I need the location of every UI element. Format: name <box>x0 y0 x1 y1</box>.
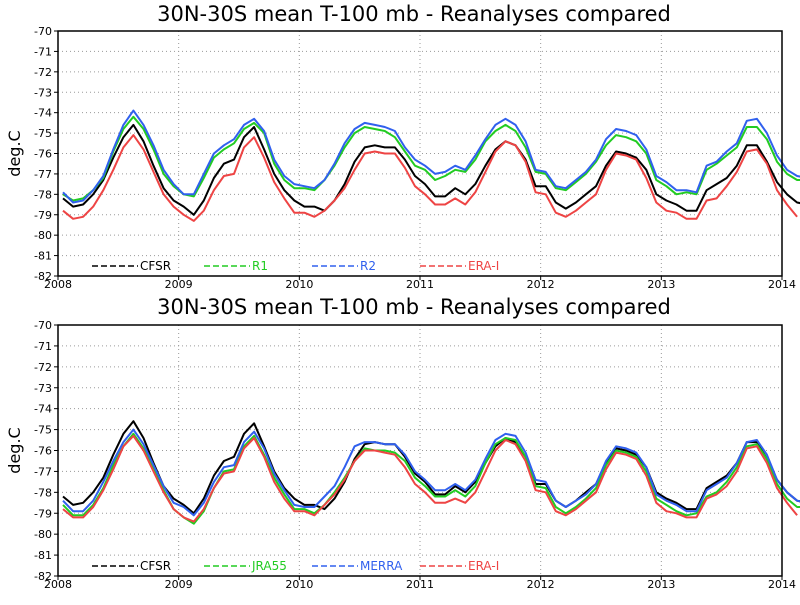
y-tick-label: -75 <box>34 424 52 437</box>
x-tick-label: 2009 <box>165 278 193 291</box>
y-tick-label: -80 <box>34 229 52 242</box>
chart-title: 30N-30S mean T-100 mb - Reanalyses compa… <box>157 295 671 319</box>
y-tick-label: -71 <box>34 340 52 353</box>
y-tick-label: -76 <box>34 148 52 161</box>
legend-label: R2 <box>360 259 376 273</box>
x-tick-label: 2008 <box>44 578 72 591</box>
y-tick-label: -82 <box>34 270 52 283</box>
x-tick-label: 2013 <box>647 578 675 591</box>
y-tick-label: -79 <box>34 507 52 520</box>
plot-frame <box>57 324 783 577</box>
series-line-cfsr <box>62 123 800 216</box>
chart-panel-1: 30N-30S mean T-100 mb - Reanalyses compa… <box>5 2 800 291</box>
legend-label: ERA-I <box>468 559 499 573</box>
plot-frame <box>57 30 783 277</box>
series-line-era-i <box>62 134 798 222</box>
x-tick-label: 2013 <box>647 278 675 291</box>
y-tick-label: -81 <box>34 250 52 263</box>
y-tick-label: -71 <box>34 45 52 58</box>
series-line-r2 <box>62 109 800 204</box>
x-tick-label: 2014 <box>768 278 796 291</box>
y-tick-label: -72 <box>34 66 52 79</box>
y-tick-label: -76 <box>34 445 52 458</box>
y-tick-label: -82 <box>34 570 52 583</box>
legend-label: CFSR <box>140 559 171 573</box>
y-tick-label: -73 <box>34 86 52 99</box>
y-tick-label: -77 <box>34 465 52 478</box>
y-axis-label: deg.C <box>5 130 24 176</box>
x-tick-label: 2014 <box>768 578 796 591</box>
chart-panel-2: 30N-30S mean T-100 mb - Reanalyses compa… <box>5 295 800 591</box>
y-tick-label: -77 <box>34 168 52 181</box>
y-tick-label: -75 <box>34 127 52 140</box>
y-tick-label: -79 <box>34 209 52 222</box>
y-tick-label: -70 <box>34 319 52 332</box>
legend-label: JRA55 <box>251 559 287 573</box>
y-axis-label: deg.C <box>5 427 24 473</box>
x-tick-label: 2008 <box>44 278 72 291</box>
y-tick-label: -70 <box>34 25 52 38</box>
y-tick-label: -81 <box>34 549 52 562</box>
chart-title: 30N-30S mean T-100 mb - Reanalyses compa… <box>157 2 671 26</box>
y-tick-label: -74 <box>34 403 52 416</box>
x-tick-label: 2010 <box>285 578 313 591</box>
y-tick-label: -80 <box>34 528 52 541</box>
x-tick-label: 2009 <box>165 578 193 591</box>
x-tick-label: 2011 <box>406 278 434 291</box>
legend-label: ERA-I <box>468 259 499 273</box>
series-line-era-i <box>62 434 798 523</box>
series-line-r1 <box>62 115 800 202</box>
series-line-cfsr <box>62 420 800 515</box>
y-tick-label: -74 <box>34 107 52 120</box>
legend-label: CFSR <box>140 259 171 273</box>
y-tick-label: -72 <box>34 361 52 374</box>
y-tick-label: -78 <box>34 188 52 201</box>
y-tick-label: -78 <box>34 486 52 499</box>
series-line-merra <box>62 428 800 517</box>
x-tick-label: 2011 <box>406 578 434 591</box>
x-tick-label: 2012 <box>527 578 555 591</box>
x-tick-label: 2010 <box>285 278 313 291</box>
y-tick-label: -73 <box>34 382 52 395</box>
x-tick-label: 2012 <box>527 278 555 291</box>
legend-label: R1 <box>252 259 268 273</box>
legend-label: MERRA <box>360 559 403 573</box>
